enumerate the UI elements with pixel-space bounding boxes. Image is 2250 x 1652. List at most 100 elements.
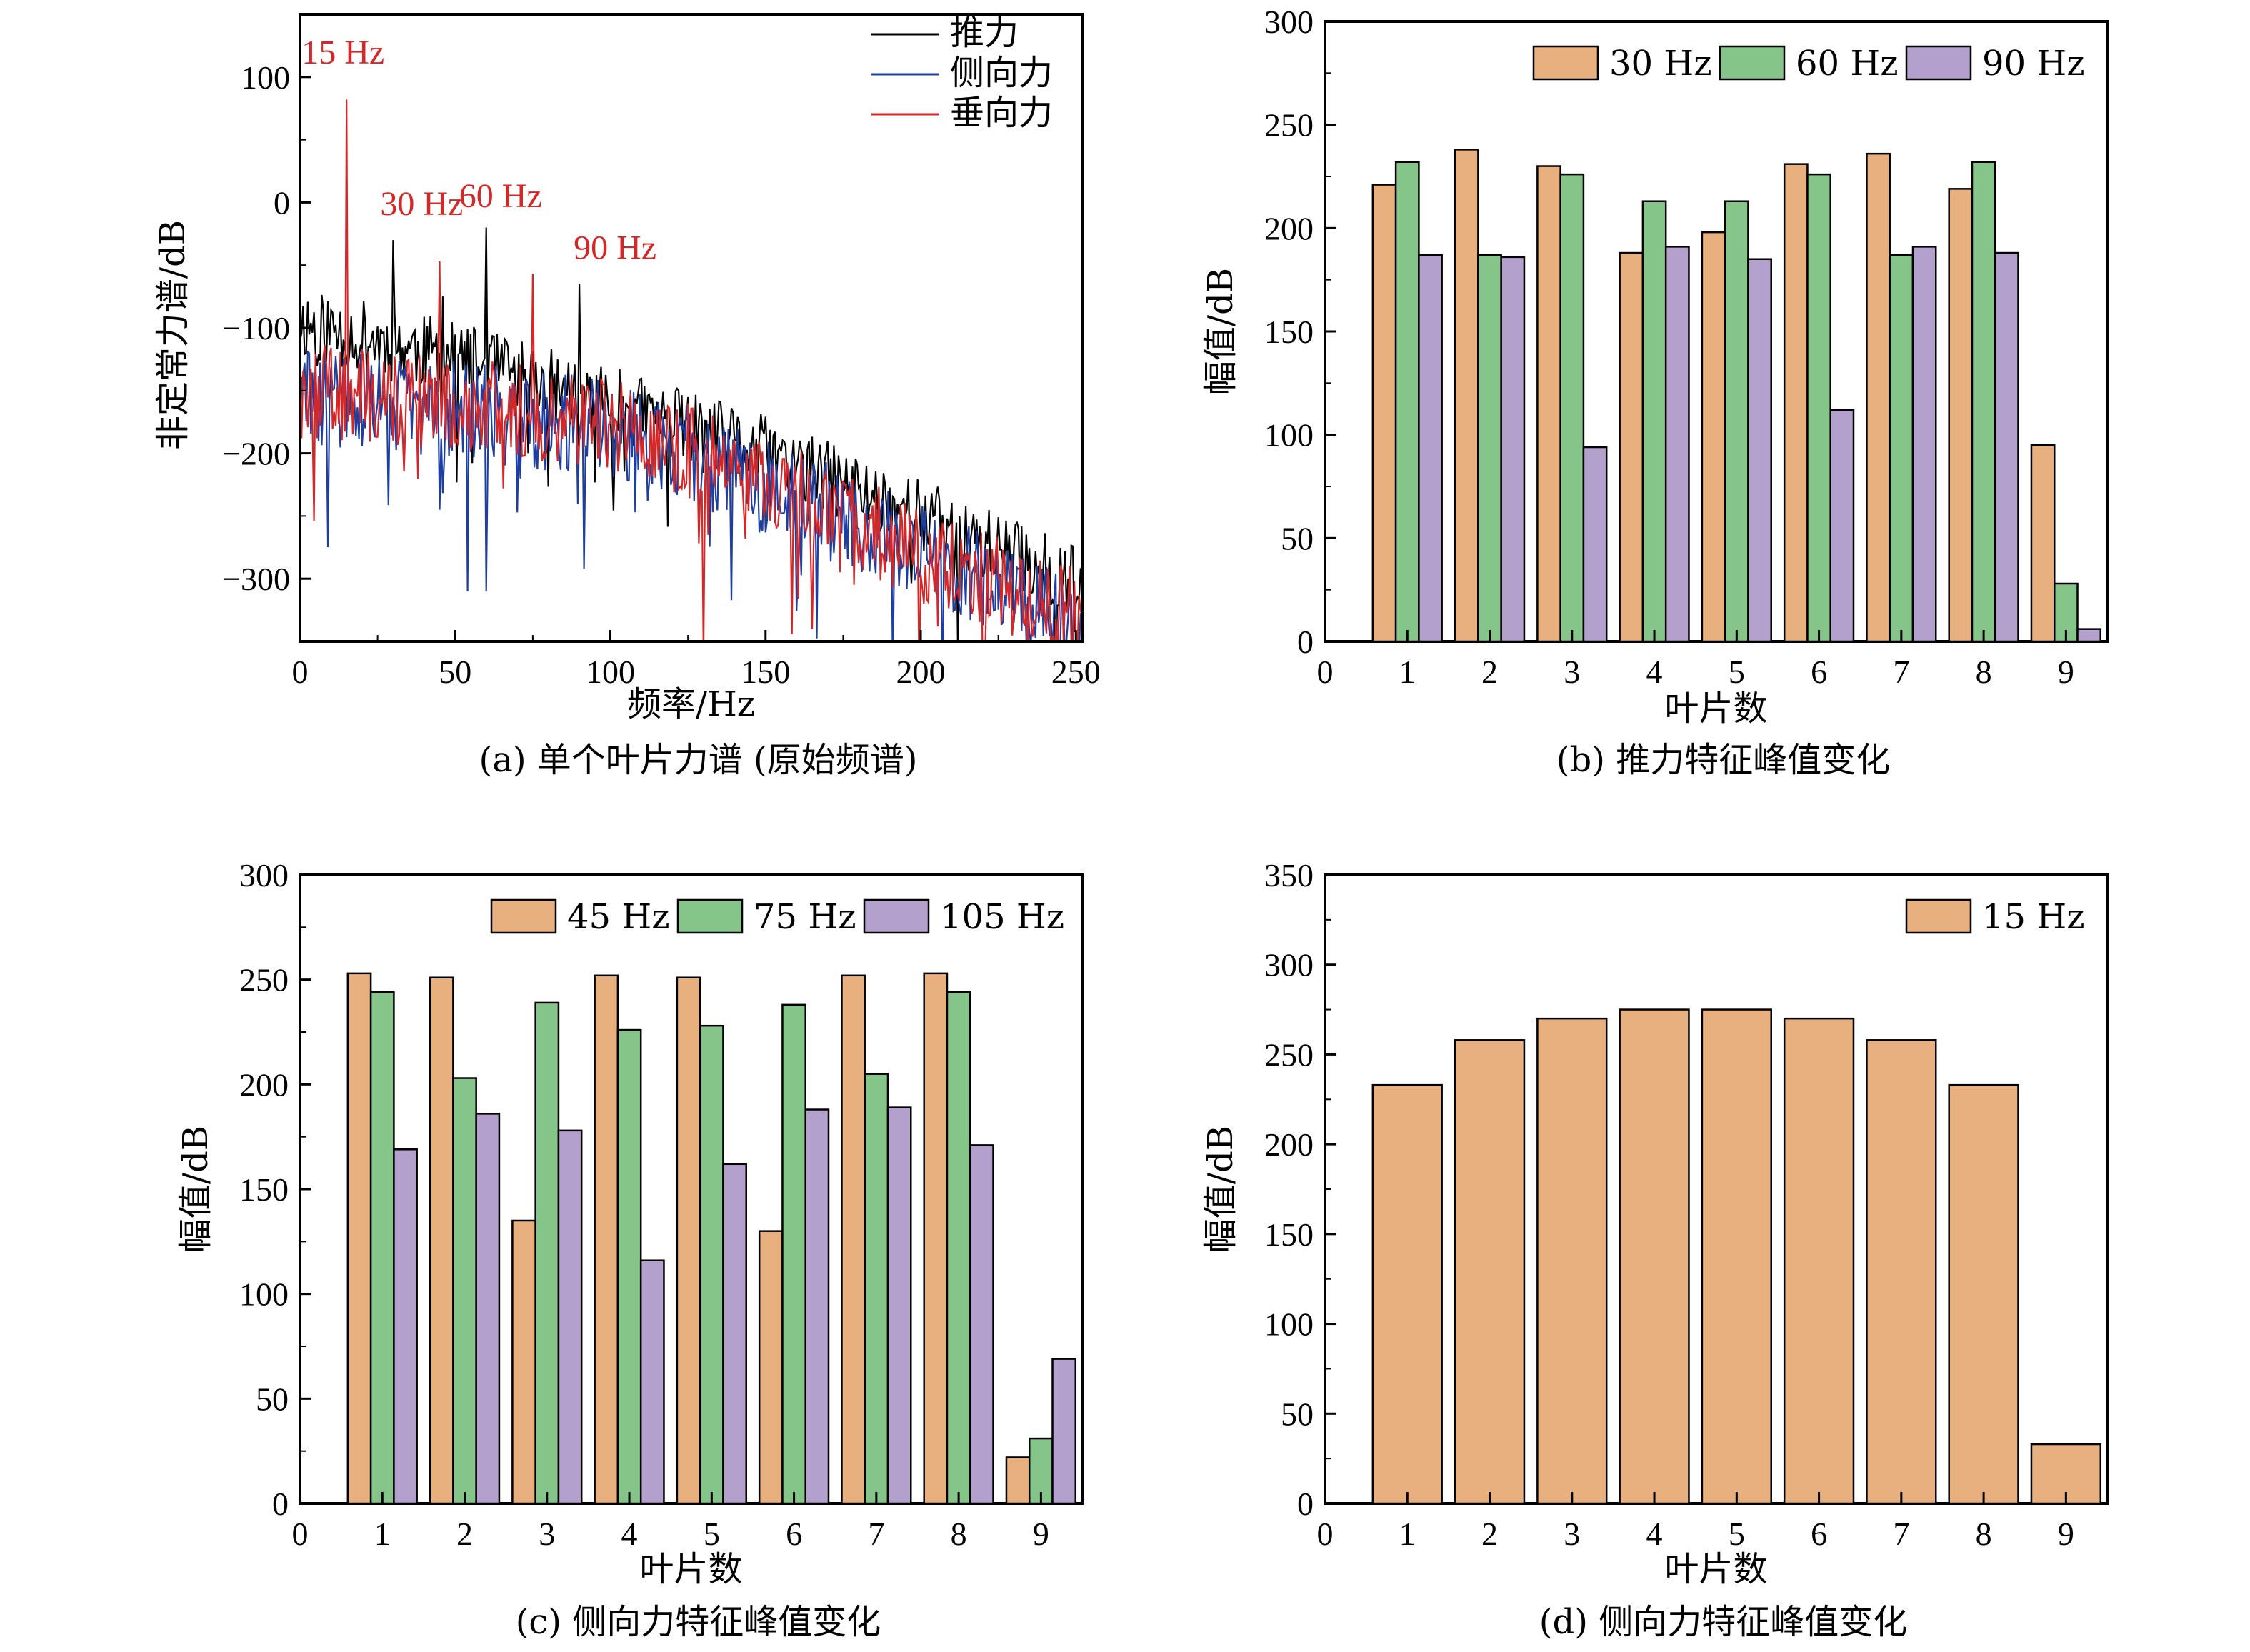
x-tick-label: 0	[292, 1516, 309, 1552]
bar-s3-c8	[969, 1144, 994, 1505]
bar-s1-c7	[1866, 1039, 1937, 1505]
peak-annotation: 60 Hz	[459, 177, 542, 215]
bar-s1-c4	[1619, 251, 1644, 643]
y-tick-label: 200	[239, 1066, 289, 1103]
x-tick-label: 6	[786, 1516, 802, 1552]
bar-s1-c7	[1866, 152, 1891, 643]
x-tick-label: 8	[1976, 1516, 1992, 1552]
y-tick-label: 50	[1281, 1396, 1314, 1432]
legend-swatch-1	[490, 898, 557, 934]
x-tick-label: 1	[374, 1516, 391, 1552]
y-tick-label: 150	[239, 1171, 289, 1208]
bar-s1-c6	[758, 1230, 784, 1505]
bar-s2-c1	[369, 991, 395, 1505]
x-tick-label: 2	[1481, 1516, 1498, 1552]
legend-swatch-1	[1905, 898, 1972, 934]
x-axis-label: 频率/Hz	[627, 684, 755, 724]
x-axis-label: 叶片数	[1664, 1549, 1767, 1589]
x-tick-label: 5	[1729, 654, 1745, 690]
bar-s1-c3	[1536, 1017, 1608, 1505]
x-tick-label: 0	[292, 654, 309, 690]
x-tick-label: 0	[1317, 1516, 1334, 1552]
bar-s2-c6	[781, 1003, 806, 1505]
bar-s3-c3	[1582, 446, 1608, 643]
x-tick-label: 3	[1564, 1516, 1580, 1552]
bar-s3-c6	[804, 1108, 830, 1505]
series-line-3	[300, 99, 1082, 641]
bar-s1-c3	[511, 1219, 536, 1505]
bar-s3-c3	[557, 1129, 583, 1505]
y-tick-label: 150	[1264, 314, 1314, 350]
legend-label-3: 垂向力	[950, 93, 1053, 133]
y-tick-label: 300	[1264, 947, 1314, 983]
bar-s3-c8	[1994, 251, 2019, 643]
x-tick-label: 2	[456, 1516, 473, 1552]
bar-s1-c1	[346, 972, 372, 1505]
legend-label-2: 60 Hz	[1796, 44, 1898, 84]
y-tick-label: 250	[1264, 1036, 1314, 1073]
peak-annotation: 30 Hz	[380, 185, 463, 223]
bar-s2-c4	[1641, 200, 1667, 643]
legend-label-1: 推力	[950, 13, 1019, 53]
x-tick-label: 7	[1893, 654, 1909, 690]
y-tick-label: 100	[239, 1276, 289, 1313]
x-tick-label: 4	[1646, 1516, 1663, 1552]
peak-annotation: 90 Hz	[574, 229, 656, 266]
bar-s1-c5	[1701, 1008, 1772, 1505]
legend-swatch-2	[676, 898, 744, 934]
x-tick-label: 5	[1729, 1516, 1745, 1552]
bar-s3-c7	[1911, 246, 1937, 643]
y-tick-label: −200	[222, 436, 290, 472]
bar-s1-c3	[1536, 165, 1561, 643]
y-tick-label: −100	[222, 310, 290, 346]
x-tick-label: 7	[868, 1516, 884, 1552]
x-tick-label: 3	[539, 1516, 555, 1552]
x-tick-label: 250	[1051, 654, 1101, 690]
bar-s1-c8	[923, 972, 949, 1505]
bar-s3-c9	[1051, 1358, 1077, 1505]
x-tick-label: 8	[951, 1516, 967, 1552]
peak-annotation: 15 Hz	[301, 34, 384, 71]
legend-swatch-1	[1532, 45, 1599, 81]
bar-s3-c5	[722, 1163, 747, 1505]
bar-s1-c2	[429, 976, 454, 1505]
bar-s1-c8	[1948, 1083, 2019, 1505]
bar-s1-c6	[1783, 163, 1809, 643]
bar-s2-c7	[1889, 254, 1914, 643]
bar-s1-c1	[1371, 184, 1397, 643]
bar-s3-c2	[1500, 256, 1526, 643]
bar-s3-c5	[1747, 258, 1772, 643]
x-axis-label: 叶片数	[639, 1549, 742, 1589]
bar-s3-c9	[2076, 628, 2102, 643]
y-tick-label: 200	[1264, 1126, 1314, 1163]
bar-s3-c1	[393, 1148, 418, 1505]
bar-s1-c5	[1701, 231, 1726, 643]
x-tick-label: 50	[439, 654, 471, 690]
bar-s2-c3	[534, 1001, 560, 1505]
bar-s3-c7	[886, 1106, 912, 1505]
bar-s3-c1	[1418, 254, 1443, 643]
y-tick-label: −300	[222, 561, 290, 597]
bar-s1-c6	[1783, 1017, 1855, 1505]
legend-swatch-3	[863, 898, 930, 934]
x-tick-label: 1	[1399, 1516, 1416, 1552]
legend-swatch-2	[1719, 45, 1786, 81]
y-axis-label: 幅值/dB	[1201, 268, 1241, 395]
bar-s1-c5	[676, 976, 701, 1505]
y-tick-label: 0	[1297, 1486, 1314, 1522]
x-tick-label: 4	[1646, 654, 1663, 690]
bar-s3-c2	[475, 1113, 501, 1505]
bar-s1-c9	[1005, 1456, 1031, 1505]
panel-caption: (d) 侧向力特征峰值变化	[1539, 1602, 1907, 1642]
legend-label-1: 15 Hz	[1982, 897, 2084, 937]
x-tick-label: 200	[896, 654, 946, 690]
y-tick-label: 0	[1297, 624, 1314, 660]
chart-panel-b: 0 1 2 3 4 5 6 7 8 9 0 50 100 150 200 250 300 叶片数 幅值/dB (b) …	[1201, 4, 2109, 780]
x-tick-label: 5	[704, 1516, 720, 1552]
legend-swatch-3	[1905, 45, 1972, 81]
y-axis-label: 非定常力谱/dB	[153, 220, 193, 450]
x-tick-label: 9	[2058, 654, 2074, 690]
bar-s2-c8	[946, 991, 971, 1505]
x-tick-label: 8	[1976, 654, 1992, 690]
bar-s2-c2	[452, 1077, 477, 1505]
